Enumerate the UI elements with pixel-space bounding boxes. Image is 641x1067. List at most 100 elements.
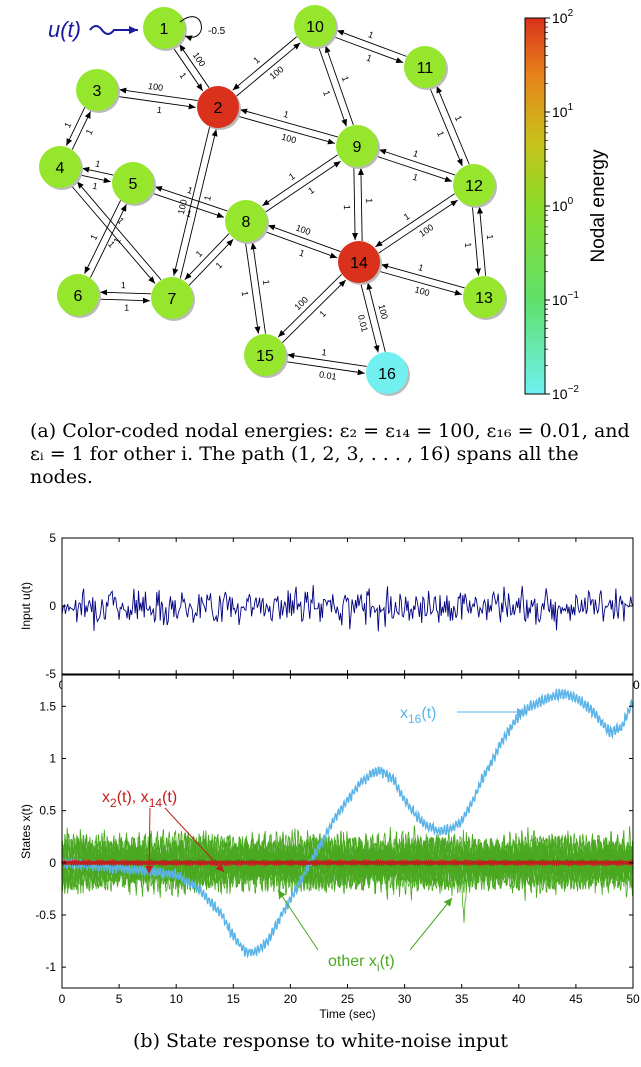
edge-weight: 1 — [194, 248, 205, 259]
edge-weight: 100 — [280, 132, 297, 146]
graph-edge — [236, 42, 301, 97]
caption-b: (b) State response to white-noise input — [133, 1030, 508, 1052]
edge-weight: 1 — [88, 233, 99, 242]
edge-weight: 1 — [177, 71, 188, 81]
graph-edge — [172, 47, 204, 92]
node-label: 16 — [378, 366, 396, 383]
graph-node — [57, 274, 99, 316]
graph-edge — [98, 297, 150, 304]
edge-weight: 1 — [214, 260, 225, 271]
graph-edge — [232, 36, 297, 91]
edge-weight: 1 — [364, 198, 374, 203]
edge-weight: 1 — [124, 303, 129, 313]
node-label: 6 — [74, 288, 83, 305]
node-label: 9 — [353, 139, 362, 156]
edge-weight: 1 — [240, 290, 251, 296]
graph-edge — [336, 29, 407, 57]
edge-weight: 1 — [92, 181, 99, 192]
graph-edge — [378, 270, 462, 296]
graph-node — [366, 352, 408, 394]
colorbar-tick-label: 101 — [552, 102, 574, 120]
graph-edge — [477, 206, 487, 276]
graph-edge — [172, 126, 211, 276]
y-tick-label: -1 — [45, 960, 56, 974]
node-label: 3 — [93, 83, 102, 100]
annotation-arrow — [145, 807, 154, 875]
edge-weight: 1 — [106, 239, 117, 249]
graph-edge — [71, 111, 92, 150]
node-label: 15 — [256, 348, 274, 365]
node-label: 1 — [160, 21, 169, 38]
self-loop — [179, 16, 202, 42]
x-tick-label: 25 — [341, 992, 355, 1006]
edge-weight: 1 — [317, 308, 328, 319]
colorbar-gradient — [524, 17, 546, 395]
graph-node — [294, 5, 336, 47]
annotation-x16: x16(t) — [400, 705, 436, 726]
edge-weight: 1 — [342, 205, 352, 210]
graph-edge — [237, 115, 335, 145]
edge-weight: 1 — [435, 130, 446, 138]
y-tick-label: 0 — [49, 856, 56, 870]
x-axis-label: Time (sec) — [319, 1007, 375, 1021]
edge-weight: 100 — [294, 223, 312, 238]
graph-edge — [154, 186, 228, 212]
graph-edge — [318, 46, 347, 127]
node-label: 4 — [56, 160, 65, 177]
edge-weight: 1 — [417, 262, 425, 273]
graph-edge — [250, 242, 266, 334]
series-line-input — [61, 585, 634, 632]
colorbar-tick-label: 102 — [552, 8, 574, 26]
edge-weight: 1 — [340, 75, 351, 83]
edge-weight: 100 — [292, 294, 310, 312]
graph-node — [112, 162, 154, 204]
edge-weight: 1 — [94, 158, 101, 169]
annotation-arrow — [409, 897, 453, 951]
graph-edge — [333, 36, 404, 64]
y-axis-label: States x(t) — [19, 804, 33, 859]
series-line-x2-x14 — [61, 858, 634, 867]
graph-edge — [100, 289, 152, 296]
colorbar-tick-label: 100 — [552, 196, 574, 214]
graph-node — [463, 276, 505, 318]
x-tick-label: 5 — [116, 992, 123, 1006]
edge-weight: 0.01 — [318, 369, 337, 381]
graph-edge — [381, 263, 465, 289]
graph-edge — [79, 174, 111, 184]
plot-area — [62, 675, 633, 988]
edge-weight: 1 — [412, 148, 420, 159]
graph-edge — [264, 231, 338, 259]
x-tick-label: 40 — [512, 992, 526, 1006]
annotation-x2-x14: x2(t), x14(t) — [102, 789, 177, 810]
graph-node — [453, 164, 495, 206]
node-label: 2 — [214, 100, 223, 117]
graph-edge — [378, 199, 458, 254]
edge-weight: 1 — [251, 55, 261, 66]
node-label: 10 — [306, 19, 324, 36]
x-tick-label: 35 — [455, 992, 469, 1006]
graph-edge — [184, 233, 230, 281]
states-chart: 0 5 10 15 20 25 30 35 40 45 50 1.5 1 0.5 0 -0.5 -1 States… — [19, 674, 640, 1021]
edge-weight: 1 — [411, 172, 419, 183]
graph-edge — [76, 181, 162, 281]
node-label: 11 — [417, 60, 434, 77]
graph-edge — [65, 107, 86, 146]
graph-edge — [151, 192, 225, 218]
edge-weight: 0.01 — [356, 313, 370, 332]
annotation-arrow — [277, 889, 319, 951]
x-tick-label: 45 — [569, 992, 583, 1006]
graph-node — [143, 7, 185, 49]
x-tick-label: 15 — [227, 992, 241, 1006]
graph-edge — [267, 224, 341, 252]
graph-edge — [325, 45, 354, 126]
edge-weight: 1 — [463, 242, 473, 248]
graph-edge — [119, 87, 198, 102]
colorbar: 102 101 100 10−1 10−2 Nodal energy — [524, 8, 609, 402]
edge-weight: 1 — [156, 105, 162, 116]
node-label: 8 — [242, 214, 251, 231]
x-tick-label: 10 — [170, 992, 184, 1006]
graph-edge — [178, 43, 210, 88]
